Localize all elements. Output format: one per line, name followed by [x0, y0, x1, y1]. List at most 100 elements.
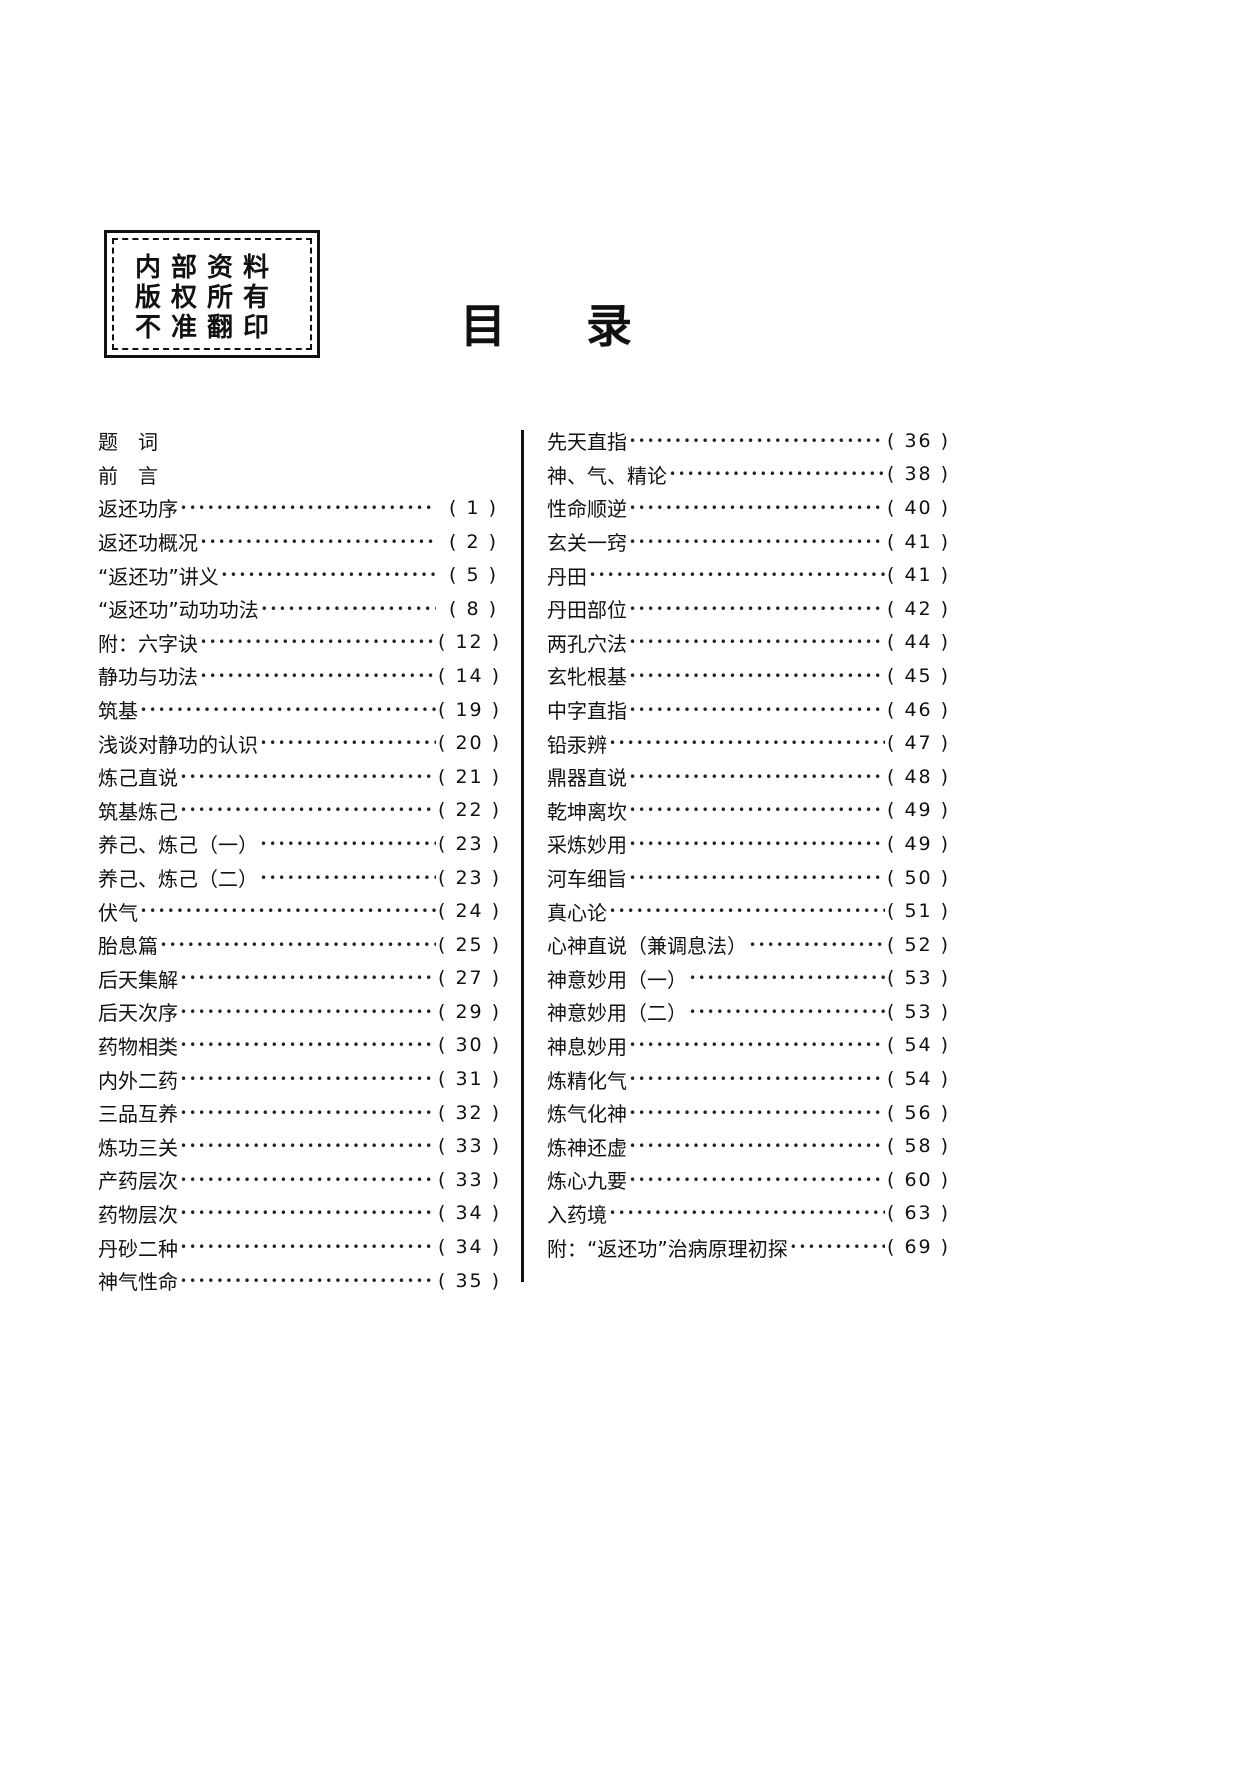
toc-entry[interactable]: 养己、炼己（一）••••••••••••••••••••••••••••••••… — [98, 827, 499, 861]
page-number: 40 — [904, 496, 933, 519]
toc-entry[interactable]: 神意妙用（二）•••••••••••••••••••••••••••••••••… — [547, 995, 948, 1029]
toc-entry[interactable]: 返还功序••••••••••••••••••••••••••••••••••••… — [98, 491, 498, 525]
toc-entry[interactable]: 附：六字诀•••••••••••••••••••••••••••••••••••… — [98, 626, 499, 660]
toc-entry[interactable]: 炼气化神••••••••••••••••••••••••••••••••••••… — [547, 1096, 948, 1130]
toc-entry-title: 产药层次 — [98, 1169, 178, 1194]
toc-entry-title: 筑基炼己 — [98, 799, 178, 824]
dot-leader: ••••••••••••••••••••••••••••••••••••••••… — [180, 803, 436, 818]
toc-entry[interactable]: 产药层次••••••••••••••••••••••••••••••••••••… — [98, 1163, 502, 1197]
page-number: 12 — [455, 631, 484, 654]
toc-entry[interactable]: 炼功三关••••••••••••••••••••••••••••••••••••… — [98, 1129, 499, 1163]
dot-leader: ••••••••••••••••••••••••••••••••••••••••… — [200, 534, 436, 549]
toc-entry[interactable]: 神息妙用••••••••••••••••••••••••••••••••••••… — [547, 1029, 951, 1063]
toc-entry-page: ( 8 ) — [449, 597, 498, 620]
toc-entry[interactable]: 采炼妙用••••••••••••••••••••••••••••••••••••… — [547, 827, 948, 861]
toc-entry[interactable]: 药物相类••••••••••••••••••••••••••••••••••••… — [98, 1029, 499, 1063]
page-number: 52 — [904, 933, 933, 956]
dot-leader: ••••••••••••••••••••••••••••••••••••••••… — [609, 736, 885, 751]
page-number: 2 — [466, 530, 481, 553]
toc-right-column: 先天直指 ••••••••••••••••••••••••••••••••••••… — [547, 424, 951, 1264]
toc-entry[interactable]: 前 言 — [98, 458, 498, 492]
page-number: 34 — [455, 1202, 484, 1225]
toc-entry[interactable]: “返还功”讲义•••••••••••••••••••••••••••••••••… — [98, 558, 498, 592]
toc-entry[interactable]: 浅谈对静功的认识••••••••••••••••••••••••••••••••… — [98, 726, 499, 760]
toc-entry[interactable]: 内外二药••••••••••••••••••••••••••••••••••••… — [98, 1062, 499, 1096]
toc-entry[interactable]: 真心论•••••••••••••••••••••••••••••••••••••… — [547, 894, 948, 928]
toc-entry[interactable]: 神意妙用（一）•••••••••••••••••••••••••••••••••… — [547, 962, 948, 996]
dot-leader: ••••••••••••••••••••••••••••••••••••••••… — [140, 904, 436, 919]
toc-entry-page: ( 44 ) — [887, 631, 951, 654]
toc-entry[interactable]: 养己、炼己（二）••••••••••••••••••••••••••••••••… — [98, 861, 499, 895]
page-number: 33 — [455, 1135, 484, 1158]
toc-entry-title: 两孔穴法 — [547, 631, 627, 656]
copyright-stamp: 内部资料 版权所有 不准翻印 — [104, 230, 320, 358]
toc-entry[interactable]: 心神直说（兼调息法）••••••••••••••••••••••••••••••… — [547, 928, 948, 962]
toc-entry[interactable]: 三品互养••••••••••••••••••••••••••••••••••••… — [98, 1096, 499, 1130]
toc-entry-page: ( 34 ) — [438, 1236, 502, 1259]
toc-entry-title: 性命顺逆 — [547, 497, 627, 522]
toc-entry-title: 神意妙用（二） — [547, 1001, 687, 1026]
toc-entry-title: 丹砂二种 — [98, 1236, 178, 1261]
page-number: 46 — [904, 698, 933, 721]
toc-entry[interactable]: 玄牝根基••••••••••••••••••••••••••••••••••••… — [547, 659, 948, 693]
toc-entry-title: 神息妙用 — [547, 1034, 627, 1059]
toc-entry[interactable]: 静功与功法•••••••••••••••••••••••••••••••••••… — [98, 659, 499, 693]
page-number: 60 — [904, 1168, 933, 1191]
toc-entry[interactable]: 铅汞辨•••••••••••••••••••••••••••••••••••••… — [547, 726, 948, 760]
toc-entry-page: ( 54 ) — [887, 1034, 951, 1057]
toc-entry[interactable]: 炼精化气••••••••••••••••••••••••••••••••••••… — [547, 1062, 948, 1096]
toc-entry-title: 返还功序 — [98, 497, 178, 522]
toc-entry[interactable]: 附：“返还功”治病原理初探•••••••••••••••••••••••••••… — [547, 1230, 948, 1264]
toc-entry[interactable]: 入药境•••••••••••••••••••••••••••••••••••••… — [547, 1197, 948, 1231]
toc-entry-page: ( 33 ) — [438, 1168, 502, 1191]
toc-entry[interactable]: 神气性命••••••••••••••••••••••••••••••••••••… — [98, 1264, 499, 1298]
toc-entry[interactable]: 炼己直说••••••••••••••••••••••••••••••••••••… — [98, 760, 499, 794]
dot-leader: ••••••••••••••••••••••••••••••••••••••••… — [260, 601, 436, 616]
toc-entry-title: 后天次序 — [98, 1001, 178, 1026]
toc-entry-title: 返还功概况 — [98, 531, 198, 556]
dot-leader: ••••••••••••••••••••••••••••••••••••••••… — [629, 870, 885, 885]
toc-entry[interactable]: 炼神还虚••••••••••••••••••••••••••••••••••••… — [547, 1129, 948, 1163]
toc-entry-page: ( 27 ) — [438, 967, 502, 990]
toc-entry-title: 炼神还虚 — [547, 1135, 627, 1160]
dot-leader: ••••••••••••••••••••••••••••••••••••••••… — [220, 568, 436, 583]
toc-entry[interactable]: 两孔穴法••••••••••••••••••••••••••••••••••••… — [547, 626, 951, 660]
page-number: 45 — [904, 664, 933, 687]
toc-entry-page: ( 29 ) — [438, 1000, 502, 1023]
dot-leader: ••••••••••••••••••••••••••••••••••••••••… — [629, 1172, 885, 1187]
page-number: 25 — [455, 933, 484, 956]
toc-entry[interactable]: 神、气、精论••••••••••••••••••••••••••••••••••… — [547, 458, 948, 492]
page-number: 34 — [455, 1236, 484, 1259]
dot-leader: ••••••••••••••••••••••••••••••••••••••••… — [629, 1139, 885, 1154]
toc-entry[interactable]: 筑基炼己••••••••••••••••••••••••••••••••••••… — [98, 794, 499, 828]
toc-entry[interactable]: 丹田部位••••••••••••••••••••••••••••••••••••… — [547, 592, 948, 626]
toc-entry[interactable]: 中字直指••••••••••••••••••••••••••••••••••••… — [547, 693, 948, 727]
toc-entry[interactable]: 丹田••••••••••••••••••••••••••••••••••••••… — [547, 558, 948, 592]
toc-entry[interactable]: 炼心九要••••••••••••••••••••••••••••••••••••… — [547, 1163, 948, 1197]
toc-entry[interactable]: 返还功概况•••••••••••••••••••••••••••••••••••… — [98, 525, 498, 559]
toc-entry-title: 养己、炼己（二） — [98, 867, 258, 892]
toc-entry[interactable]: 药物层次••••••••••••••••••••••••••••••••••••… — [98, 1197, 499, 1231]
toc-entry[interactable]: 乾坤离坎••••••••••••••••••••••••••••••••••••… — [547, 794, 948, 828]
toc-entry[interactable]: 先天直指••••••••••••••••••••••••••••••••••••… — [547, 424, 948, 458]
toc-entry[interactable]: “返还功”动功功法•••••••••••••••••••••••••••••••… — [98, 592, 498, 626]
toc-entry[interactable]: 题 词 — [98, 424, 498, 458]
toc-entry[interactable]: 河车细旨••••••••••••••••••••••••••••••••••••… — [547, 861, 951, 895]
toc-entry-page: ( 50 ) — [887, 866, 951, 889]
toc-entry-title: 三品互养 — [98, 1102, 178, 1127]
toc-entry[interactable]: 丹砂二种••••••••••••••••••••••••••••••••••••… — [98, 1230, 502, 1264]
toc-entry-title: 心神直说（兼调息法） — [547, 934, 747, 959]
toc-entry[interactable]: 后天集解••••••••••••••••••••••••••••••••••••… — [98, 962, 502, 996]
toc-entry[interactable]: 性命顺逆••••••••••••••••••••••••••••••••••••… — [547, 491, 948, 525]
toc-entry[interactable]: 筑基••••••••••••••••••••••••••••••••••••••… — [98, 693, 499, 727]
page-number: 69 — [904, 1236, 933, 1259]
toc-entry[interactable]: 后天次序••••••••••••••••••••••••••••••••••••… — [98, 995, 502, 1029]
toc-entry[interactable]: 胎息篇•••••••••••••••••••••••••••••••••••••… — [98, 928, 499, 962]
dot-leader: ••••••••••••••••••••••••••••••••••••••••… — [180, 1004, 436, 1019]
toc-entry[interactable]: 伏气••••••••••••••••••••••••••••••••••••••… — [98, 894, 499, 928]
page-number: 30 — [455, 1034, 484, 1057]
dot-leader: ••••••••••••••••••••••••••••••••••••••••… — [629, 500, 885, 515]
toc-entry[interactable]: 鼎器直说••••••••••••••••••••••••••••••••••••… — [547, 760, 948, 794]
toc-entry-title: 真心论 — [547, 900, 607, 925]
toc-entry[interactable]: 玄关一窍••••••••••••••••••••••••••••••••••••… — [547, 525, 948, 559]
